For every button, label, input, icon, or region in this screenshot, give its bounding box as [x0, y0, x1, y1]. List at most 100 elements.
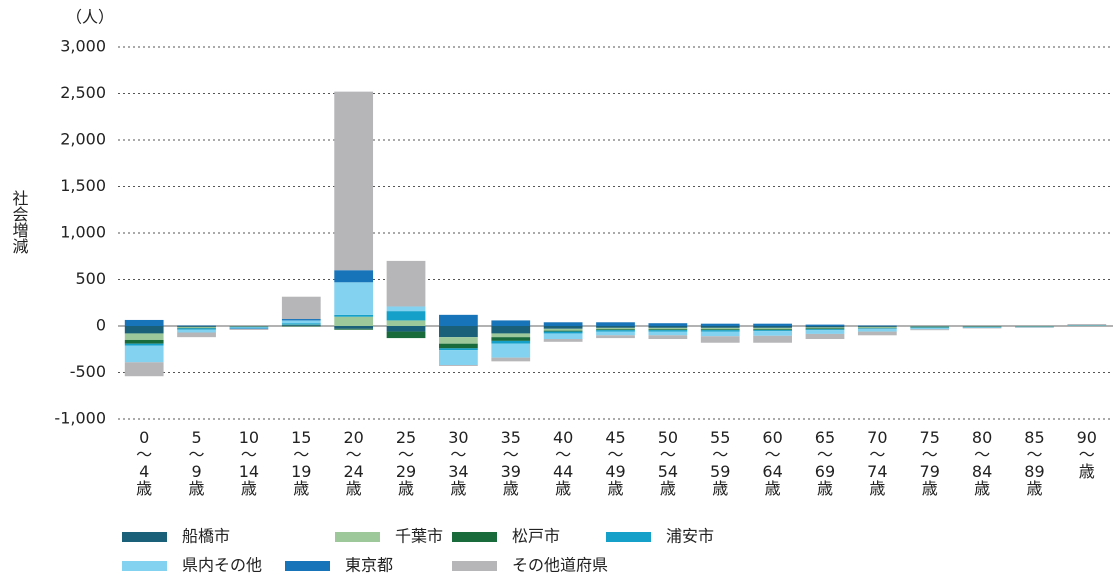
bar-segment: [805, 327, 845, 329]
legend-label: 船橋市: [182, 527, 230, 546]
legend-swatch: [122, 532, 167, 542]
legend-label: 浦安市: [666, 527, 714, 546]
bar-segment: [596, 322, 635, 326]
y-tick-label: -500: [70, 362, 106, 381]
bar-segment: [596, 331, 635, 336]
legend-label: 松戸市: [512, 527, 560, 546]
bar-segment: [334, 91, 374, 271]
bar-segment: [229, 328, 269, 330]
bar-segment: [439, 365, 478, 366]
bar-segment: [700, 323, 740, 326]
bar-segment: [491, 340, 531, 344]
bar-segment: [386, 306, 426, 312]
x-tick-label: 65 ～ 69 歳: [815, 428, 835, 498]
bar-segment: [491, 337, 531, 341]
bar-segment: [334, 282, 374, 315]
bar-segment: [491, 343, 531, 358]
x-tick-label: 25 ～ 29 歳: [396, 428, 416, 498]
bar-segment: [857, 331, 897, 336]
bar-segment: [543, 328, 583, 331]
bar-segment: [386, 260, 426, 307]
bar-segment: [439, 348, 478, 351]
bar-segment: [857, 326, 897, 328]
y-tick-label: 2,000: [60, 130, 106, 149]
bar-segment: [753, 326, 792, 328]
legend-label: その他道府県: [512, 556, 608, 575]
x-tick-label: 45 ～ 49 歳: [605, 428, 625, 498]
bar-segment: [491, 333, 531, 338]
x-tick-label: 10 ～ 14 歳: [239, 428, 259, 498]
bar-segment: [543, 333, 583, 340]
bar-segment: [124, 339, 164, 344]
bar-segment: [648, 331, 688, 336]
bar-segment: [124, 319, 164, 326]
bar-segment: [805, 328, 845, 330]
bar-segment: [439, 326, 478, 338]
bar-segment: [596, 327, 635, 330]
legend-label: 県内その他: [182, 556, 262, 575]
x-tick-label: 40 ～ 44 歳: [553, 428, 573, 498]
y-tick-label: 1,500: [60, 176, 106, 195]
bar-segment: [1067, 324, 1107, 325]
bar-segment: [543, 322, 583, 326]
x-tick-label: 75 ～ 79 歳: [920, 428, 940, 498]
bar-segment: [857, 328, 897, 332]
bar-segment: [700, 331, 740, 337]
bar-segment: [753, 330, 792, 332]
bar-segment: [281, 325, 321, 326]
bar-segment: [857, 326, 897, 327]
bar-segment: [700, 336, 740, 343]
bar-segment: [753, 335, 792, 343]
bar-segment: [439, 337, 478, 344]
bar-segment: [543, 330, 583, 332]
bar-segment: [124, 345, 164, 363]
bar-segment: [124, 326, 164, 334]
legend-label: 東京都: [345, 556, 393, 575]
bar-segment: [177, 328, 216, 330]
legend-swatch: [452, 532, 497, 542]
x-tick-label: 50 ～ 54 歳: [658, 428, 678, 498]
bar-segment: [543, 331, 583, 334]
x-tick-label: 15 ～ 19 歳: [291, 428, 311, 498]
bar-segment: [648, 323, 688, 326]
bar-segment: [439, 314, 478, 326]
bar-segment: [805, 326, 845, 328]
bar-segment: [334, 326, 374, 329]
bar-segment: [648, 335, 688, 340]
y-tick-label: 2,500: [60, 83, 106, 102]
x-tick-label: 70 ～ 74 歳: [867, 428, 887, 498]
bar-segment: [753, 331, 792, 336]
bar-segment: [177, 329, 216, 333]
legend-swatch: [285, 561, 330, 571]
bar-segment: [543, 339, 583, 342]
bar-segment: [386, 320, 426, 326]
bar-segment: [124, 362, 164, 377]
bar-segment: [648, 326, 688, 328]
y-tick-label: 500: [75, 269, 106, 288]
x-tick-label: 80 ～ 84 歳: [972, 428, 992, 498]
bar-segment: [177, 326, 216, 327]
x-tick-label: 90 ～歳: [1077, 428, 1097, 481]
bar-segment: [334, 270, 374, 283]
bar-segment: [596, 330, 635, 332]
bar-segment: [281, 320, 321, 324]
x-tick-label: 30 ～ 34 歳: [448, 428, 468, 498]
bar-segment: [805, 329, 845, 331]
unit-label: （人）: [66, 8, 114, 27]
bar-segment: [700, 327, 740, 330]
bar-segment: [334, 314, 374, 317]
bar-segment: [700, 326, 740, 328]
bar-segment: [753, 329, 792, 331]
bar-segment: [700, 329, 740, 331]
bar-segment: [700, 330, 740, 332]
legend-swatch: [122, 561, 167, 571]
legend-swatch: [335, 532, 380, 542]
x-tick-label: 35 ～ 39 歳: [501, 428, 521, 498]
x-tick-label: 5 ～ 9 歳: [189, 428, 205, 498]
y-axis-label: 社会増減: [10, 190, 29, 255]
bar-segment: [805, 330, 845, 334]
bar-segment: [805, 333, 845, 340]
bar-segment: [439, 343, 478, 349]
bar-segment: [648, 330, 688, 332]
